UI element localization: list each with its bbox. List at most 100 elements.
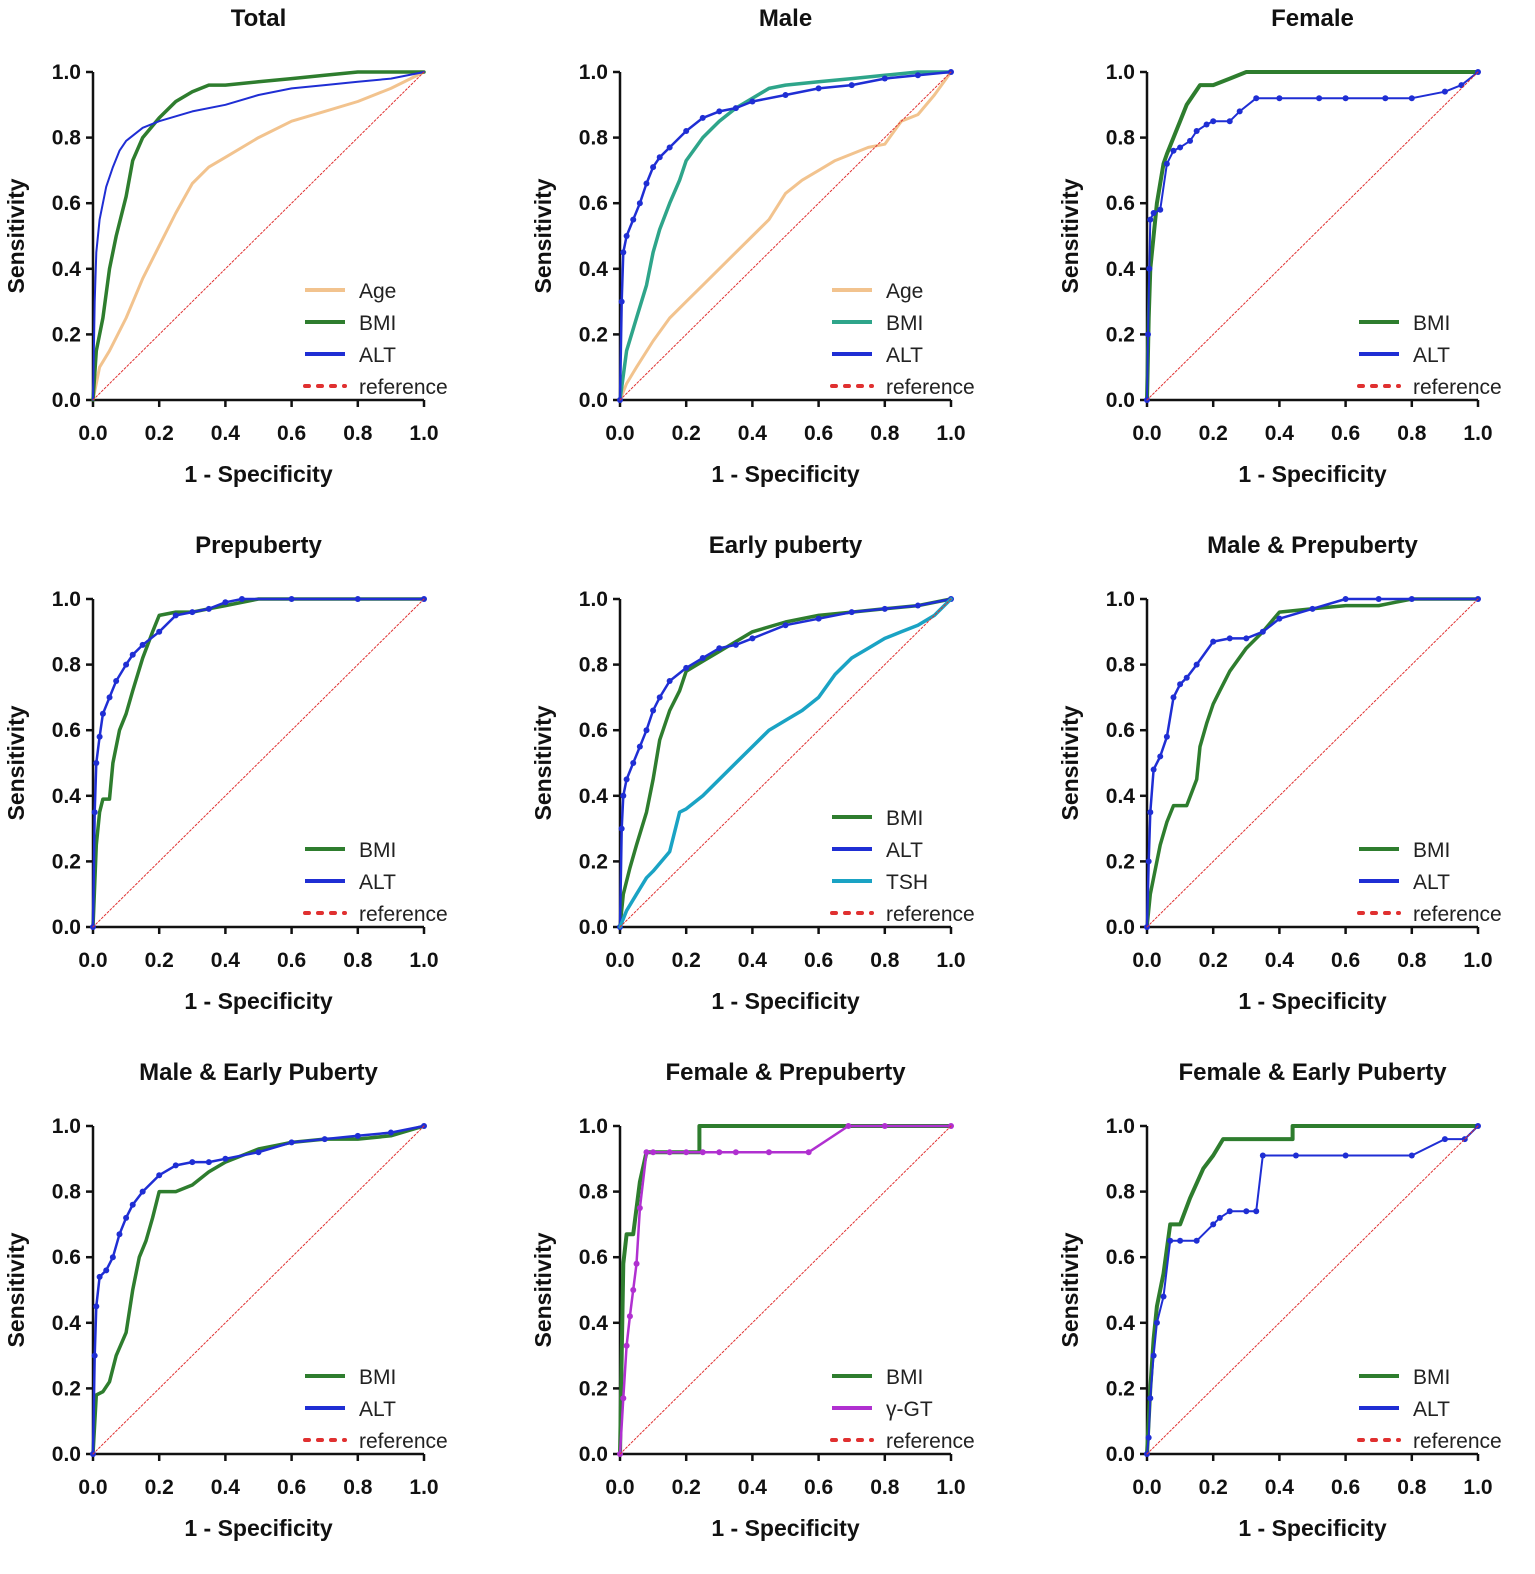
- data-point: [845, 1123, 852, 1129]
- x-tick-label: 1.0: [1463, 1476, 1492, 1499]
- series-line-alt: [92, 71, 425, 401]
- x-tick-label: 0.2: [1199, 949, 1228, 972]
- data-point: [123, 661, 130, 668]
- series-line-reference: [619, 71, 952, 401]
- legend-label: ALT: [1413, 871, 1450, 894]
- y-tick-label: 0.4: [52, 1312, 82, 1335]
- y-tick-label: 0.0: [52, 389, 81, 412]
- legend-label: γ-GT: [886, 1398, 933, 1421]
- y-tick-label: 0.2: [52, 1377, 81, 1400]
- roc-chart: Prepuberty 0.0 0.0 0.2 0.2 0.4 0.4 0.6 0.6 0.8 0.8…: [3, 532, 448, 1014]
- data-point: [650, 707, 657, 714]
- x-tick-label: 1.0: [1463, 949, 1492, 972]
- x-tick-label: 0.8: [870, 422, 900, 445]
- x-tick-label: 0.6: [277, 422, 306, 445]
- x-axis-label: 1 - Specificity: [184, 1515, 332, 1541]
- series-line-bmi: [1145, 1124, 1480, 1456]
- data-point: [1236, 108, 1243, 115]
- y-tick-label: 0.8: [52, 1181, 82, 1204]
- chart-title: Male: [759, 5, 812, 32]
- x-tick-label: 0.2: [145, 949, 174, 972]
- x-tick-label: 0.8: [343, 422, 373, 445]
- data-point: [636, 1205, 643, 1211]
- data-point: [1408, 596, 1415, 602]
- y-tick-label: 0.8: [579, 1181, 609, 1204]
- data-point: [106, 694, 113, 701]
- x-tick-label: 0.4: [211, 1476, 241, 1499]
- data-point: [354, 596, 361, 602]
- x-tick-label: 0.4: [211, 422, 241, 445]
- y-tick-label: 1.0: [52, 61, 81, 84]
- y-tick-label: 0.4: [579, 1312, 609, 1335]
- data-point: [1147, 216, 1154, 223]
- legend-label: BMI: [359, 1366, 396, 1389]
- y-tick-label: 0.2: [52, 323, 81, 346]
- roc-chart: Male 0.0 0.0 0.2 0.2 0.4 0.4 0.6 0.6 0.8 0.8 1.0 1.0…: [530, 5, 975, 487]
- data-point: [1163, 160, 1170, 167]
- data-point: [139, 1188, 146, 1195]
- data-point: [643, 727, 650, 734]
- data-point: [630, 1287, 637, 1293]
- data-point: [205, 1159, 212, 1166]
- y-axis-label: Sensitivity: [530, 1232, 556, 1347]
- y-tick-label: 0.4: [579, 785, 609, 808]
- x-tick-label: 0.0: [1132, 1476, 1161, 1499]
- y-tick-label: 0.6: [1106, 719, 1135, 742]
- data-point: [1183, 674, 1190, 681]
- data-point: [1342, 596, 1349, 602]
- y-tick-label: 0.2: [1106, 850, 1135, 873]
- chart-title: Female: [1271, 5, 1354, 32]
- y-axis-label: Sensitivity: [530, 178, 556, 293]
- data-point: [1157, 206, 1164, 213]
- data-point: [636, 200, 643, 207]
- data-point: [354, 1132, 361, 1139]
- data-point: [1382, 95, 1389, 102]
- x-axis-label: 1 - Specificity: [1238, 988, 1386, 1014]
- data-point: [321, 1136, 328, 1143]
- roc-panel-3: Prepuberty 0.0 0.0 0.2 0.2 0.4 0.4 0.6 0.6 0.8 0.8…: [0, 527, 520, 1047]
- data-point: [288, 1139, 295, 1146]
- x-axis-label: 1 - Specificity: [711, 1515, 859, 1541]
- y-axis-label: Sensitivity: [530, 705, 556, 820]
- data-point: [1259, 1152, 1266, 1159]
- data-point: [1441, 88, 1448, 95]
- y-tick-label: 1.0: [1106, 1115, 1135, 1138]
- data-point: [238, 596, 245, 602]
- data-point: [1375, 596, 1382, 602]
- series-line-reference: [92, 1125, 425, 1455]
- y-tick-label: 0.4: [579, 258, 609, 281]
- x-tick-label: 0.2: [672, 1476, 701, 1499]
- data-point: [1292, 1152, 1299, 1159]
- series-line-reference: [619, 1125, 952, 1455]
- data-point: [732, 1149, 739, 1156]
- data-point: [1226, 118, 1233, 125]
- y-tick-label: 0.2: [1106, 1377, 1135, 1400]
- data-point: [914, 72, 921, 79]
- data-point: [1160, 1293, 1167, 1300]
- data-point: [683, 664, 690, 671]
- data-point: [1216, 1214, 1223, 1221]
- y-tick-label: 1.0: [579, 1115, 608, 1138]
- y-tick-label: 0.4: [52, 258, 82, 281]
- y-tick-label: 0.6: [52, 192, 81, 215]
- data-point: [620, 249, 627, 256]
- y-tick-label: 0.0: [579, 916, 608, 939]
- data-point: [189, 609, 196, 616]
- x-tick-label: 0.2: [672, 949, 701, 972]
- x-tick-label: 0.0: [605, 949, 634, 972]
- data-point: [1243, 635, 1250, 642]
- x-tick-label: 0.0: [1132, 422, 1161, 445]
- y-axis-label: Sensitivity: [3, 178, 29, 293]
- legend-label: BMI: [1413, 839, 1450, 862]
- series-line-reference: [92, 71, 425, 401]
- data-point: [716, 1149, 723, 1156]
- x-tick-label: 1.0: [409, 422, 438, 445]
- data-point: [1144, 331, 1151, 338]
- y-tick-label: 0.2: [579, 323, 608, 346]
- data-point: [387, 1129, 394, 1136]
- roc-chart: Female & Early Puberty 0.0 0.0 0.2 0.2 0.4 0.4…: [1057, 1059, 1502, 1541]
- legend-label: BMI: [359, 312, 396, 335]
- data-point: [1193, 128, 1200, 135]
- roc-chart: Early puberty 0.0 0.0 0.2 0.2 0.4 0.4 0.6 0.6 0.8…: [530, 532, 975, 1014]
- series-line-reference: [92, 598, 425, 928]
